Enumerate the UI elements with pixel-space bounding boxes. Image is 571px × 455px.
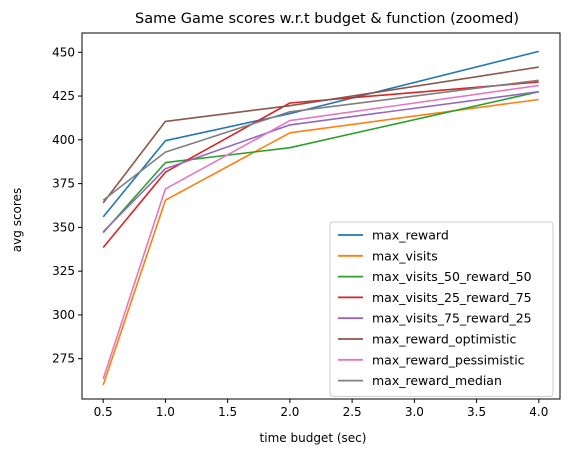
x-tick-label: 2.5	[343, 405, 362, 419]
y-tick-label: 325	[52, 264, 75, 278]
legend-item: max_reward_optimistic	[338, 332, 517, 347]
x-tick-label: 1.5	[218, 405, 237, 419]
x-axis-label: time budget (sec)	[260, 431, 367, 445]
series-line-max-reward-optimistic	[102, 66, 539, 204]
legend-item: max_visits	[338, 248, 438, 263]
series-line-max-visits-25-reward-75	[102, 81, 539, 249]
legend-label: max_visits_50_reward_50	[372, 269, 532, 284]
legend-item: max_visits_50_reward_50	[338, 269, 532, 284]
y-axis-label: avg scores	[10, 188, 24, 252]
legend-item: max_visits_75_reward_25	[338, 311, 532, 326]
y-tick-label: 275	[52, 352, 75, 366]
x-tick-label: 3.0	[405, 405, 424, 419]
y-tick-label: 350	[52, 220, 75, 234]
y-axis: 275 300 325 350 375 400 425 450	[52, 45, 82, 366]
legend-item: max_reward	[338, 228, 449, 243]
y-tick-label: 400	[52, 133, 75, 147]
legend-label: max_reward_optimistic	[372, 332, 517, 347]
chart-title: Same Game scores w.r.t budget & function…	[135, 11, 519, 27]
x-tick-label: 0.5	[94, 405, 113, 419]
legend-label: max_reward_pessimistic	[372, 352, 525, 367]
x-tick-label: 4.0	[529, 405, 548, 419]
legend-label: max_visits_75_reward_25	[372, 311, 532, 326]
series-line-max-visits-50-reward-50	[102, 90, 539, 234]
x-tick-label: 1.0	[156, 405, 175, 419]
y-tick-label: 300	[52, 308, 75, 322]
legend-label: max_reward_median	[372, 373, 502, 388]
legend-label: max_reward	[372, 228, 449, 243]
series-line-max-reward-pessimistic	[102, 84, 539, 380]
legend-label: max_visits_25_reward_75	[372, 290, 532, 305]
y-tick-label: 375	[52, 177, 75, 191]
series-line-max-visits	[102, 98, 539, 386]
legend-item: max_reward_pessimistic	[338, 352, 525, 367]
axes-frame	[81, 32, 561, 400]
legend-item: max_visits_25_reward_75	[338, 290, 532, 305]
x-axis: 0.5 1.0 1.5 2.0 2.5 3.0 3.5 4.0	[94, 399, 548, 419]
series-lines	[102, 50, 539, 386]
legend-label: max_visits	[372, 248, 438, 263]
series-line-max-reward-median	[102, 79, 539, 201]
y-tick-label: 450	[52, 45, 75, 59]
y-tick-label: 425	[52, 89, 75, 103]
series-line-max-visits-75-reward-25	[102, 90, 539, 233]
legend-item: max_reward_median	[338, 373, 502, 388]
x-tick-label: 2.0	[280, 405, 299, 419]
legend: max_reward max_visits max_visits_50_reward…	[329, 221, 554, 397]
series-line-max-reward	[102, 50, 539, 218]
x-tick-label: 3.5	[467, 405, 486, 419]
legend-box	[329, 221, 554, 397]
